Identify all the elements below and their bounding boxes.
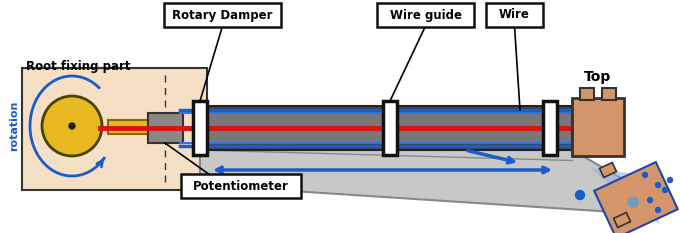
- Text: Top: Top: [584, 70, 611, 84]
- Text: Potentiometer: Potentiometer: [193, 179, 289, 192]
- Circle shape: [575, 191, 585, 199]
- Circle shape: [643, 172, 647, 178]
- Bar: [580, 88, 594, 100]
- Text: Wire: Wire: [499, 8, 530, 21]
- Bar: [543, 101, 557, 155]
- FancyBboxPatch shape: [377, 3, 474, 27]
- Bar: [22, 68, 207, 190]
- Bar: [572, 98, 624, 156]
- Polygon shape: [613, 212, 630, 227]
- Polygon shape: [590, 168, 660, 225]
- Text: Wire guide: Wire guide: [390, 8, 462, 21]
- Polygon shape: [200, 150, 660, 215]
- Circle shape: [668, 178, 673, 182]
- Bar: [602, 88, 616, 100]
- Bar: [200, 106, 572, 150]
- Text: Root fixing part: Root fixing part: [26, 60, 131, 73]
- Circle shape: [656, 208, 660, 212]
- Bar: [193, 101, 207, 155]
- Circle shape: [647, 198, 653, 202]
- Bar: [200, 142, 572, 150]
- Text: rotation: rotation: [9, 101, 19, 151]
- Circle shape: [42, 96, 102, 156]
- Circle shape: [628, 197, 638, 207]
- Circle shape: [662, 188, 668, 192]
- Bar: [200, 106, 572, 150]
- Circle shape: [69, 123, 75, 129]
- Bar: [200, 106, 572, 114]
- Bar: [383, 101, 397, 155]
- Bar: [148, 113, 183, 143]
- FancyBboxPatch shape: [181, 174, 301, 198]
- FancyBboxPatch shape: [164, 3, 281, 27]
- Circle shape: [656, 182, 660, 188]
- Polygon shape: [594, 162, 678, 233]
- Polygon shape: [600, 162, 617, 178]
- FancyBboxPatch shape: [486, 3, 543, 27]
- Text: Rotary Damper: Rotary Damper: [172, 8, 273, 21]
- Bar: [108, 120, 148, 134]
